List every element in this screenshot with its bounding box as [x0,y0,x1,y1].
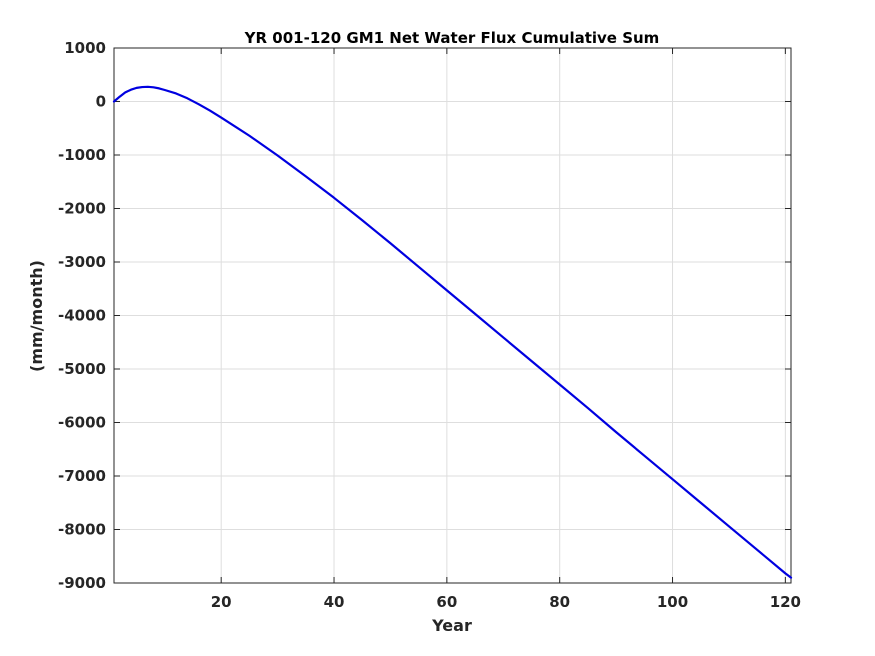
y-tick-label: 0 [96,93,106,111]
y-tick-label: 1000 [64,39,106,57]
y-tick-label: -3000 [58,253,106,271]
series-layer [112,85,793,579]
y-tick-label: -6000 [58,414,106,432]
y-axis-label: (mm/month) [27,260,46,372]
y-tick-label: -2000 [58,200,106,218]
y-tick-label: -8000 [58,521,106,539]
x-tick-label: 60 [436,593,457,611]
y-tick-label: -1000 [58,146,106,164]
grid [114,47,791,584]
ticks: 20 40 60 80 100 120 1000 0 -1000 -2000 -3000 -4000 -… [58,39,801,611]
x-tick-label: 120 [770,593,801,611]
x-axis-label: Year [431,616,472,635]
x-tick-label: 20 [211,593,232,611]
y-tick-label: -4000 [58,307,106,325]
x-tick-label: 80 [549,593,570,611]
series-line [112,85,793,579]
x-tick-label: 40 [324,593,345,611]
chart-title: YR 001-120 GM1 Net Water Flux Cumulative… [244,29,660,47]
y-tick-label: -5000 [58,360,106,378]
y-tick-label: -9000 [58,574,106,592]
y-tick-label: -7000 [58,467,106,485]
x-tick-label: 100 [657,593,688,611]
